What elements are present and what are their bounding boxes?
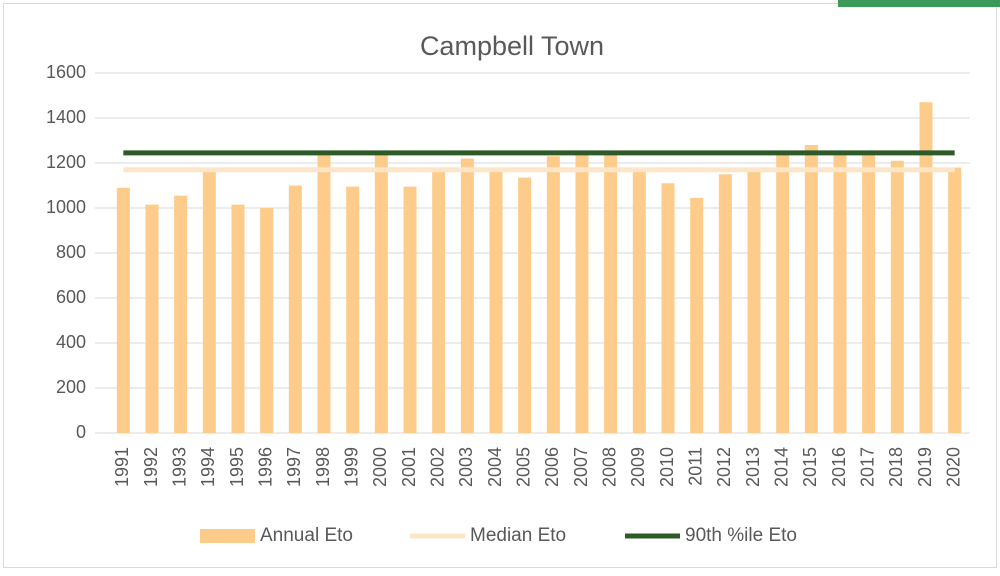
bar	[260, 208, 274, 433]
bar	[116, 187, 130, 433]
bar	[518, 177, 532, 433]
x-tick-label: 2011	[685, 447, 705, 486]
legend-label: Median Eto	[470, 525, 566, 546]
bar	[288, 185, 302, 433]
x-tick-label: 1996	[255, 447, 275, 487]
tab-indicator	[838, 0, 1000, 7]
x-tick-label: 2007	[571, 447, 591, 487]
bar	[833, 155, 847, 433]
x-tick-label: 2004	[485, 447, 505, 487]
x-tick-label: 2010	[657, 447, 677, 487]
chart-title: Campbell Town	[420, 31, 604, 61]
x-tick-label: 2019	[915, 447, 935, 487]
bar	[174, 195, 188, 433]
y-tick-label: 600	[56, 287, 86, 307]
x-tick-label: 2020	[943, 447, 963, 487]
legend-label: Annual Eto	[260, 525, 353, 546]
bar	[690, 197, 704, 433]
x-tick-label: 2012	[714, 447, 734, 487]
x-tick-label: 1994	[198, 447, 218, 487]
bar	[718, 174, 732, 433]
x-tick-label: 2002	[427, 447, 447, 487]
y-tick-label: 1000	[46, 197, 86, 217]
x-tick-label: 2005	[513, 447, 533, 487]
x-tick-label: 2000	[370, 447, 390, 487]
bar	[604, 154, 618, 433]
bar	[346, 186, 360, 433]
bar	[890, 160, 904, 433]
bar	[546, 156, 560, 433]
bar	[231, 204, 245, 433]
bar	[374, 152, 388, 433]
bar	[575, 154, 589, 433]
bar	[489, 172, 503, 433]
legend-swatch	[200, 529, 255, 543]
x-tick-label: 2018	[886, 447, 906, 487]
y-tick-label: 1200	[46, 152, 86, 172]
x-tick-label: 1999	[341, 447, 361, 487]
x-tick-label: 1993	[169, 447, 189, 487]
x-tick-label: 2017	[857, 447, 877, 487]
bar	[948, 167, 962, 433]
bar	[747, 170, 761, 433]
bar	[776, 154, 790, 433]
y-tick-label: 1400	[46, 107, 86, 127]
bar	[202, 169, 216, 433]
bar	[460, 158, 474, 433]
bar	[432, 169, 446, 433]
x-tick-label: 1997	[284, 447, 304, 487]
bar	[145, 204, 159, 433]
x-tick-label: 2008	[599, 447, 619, 487]
y-tick-label: 0	[76, 422, 86, 442]
bar	[804, 145, 818, 433]
x-tick-label: 2001	[399, 447, 419, 487]
bar	[661, 183, 675, 433]
y-tick-label: 800	[56, 242, 86, 262]
y-tick-label: 1600	[46, 62, 86, 82]
y-tick-label: 400	[56, 332, 86, 352]
x-tick-label: 2006	[542, 447, 562, 487]
x-tick-label: 1995	[227, 447, 247, 487]
x-tick-label: 2014	[771, 447, 791, 487]
bar	[862, 155, 876, 433]
bar	[632, 170, 646, 433]
bar	[403, 186, 417, 433]
x-tick-label: 1991	[112, 447, 132, 487]
bar	[919, 102, 933, 433]
x-tick-label: 2003	[456, 447, 476, 487]
y-tick-label: 200	[56, 377, 86, 397]
x-tick-label: 2013	[743, 447, 763, 487]
x-tick-label: 2015	[800, 447, 820, 487]
bar	[317, 154, 331, 433]
x-tick-label: 2016	[829, 447, 849, 487]
x-tick-label: 2009	[628, 447, 648, 487]
x-tick-label: 1998	[313, 447, 333, 487]
x-tick-label: 1992	[141, 447, 161, 487]
legend-label: 90th %ile Eto	[685, 525, 797, 546]
